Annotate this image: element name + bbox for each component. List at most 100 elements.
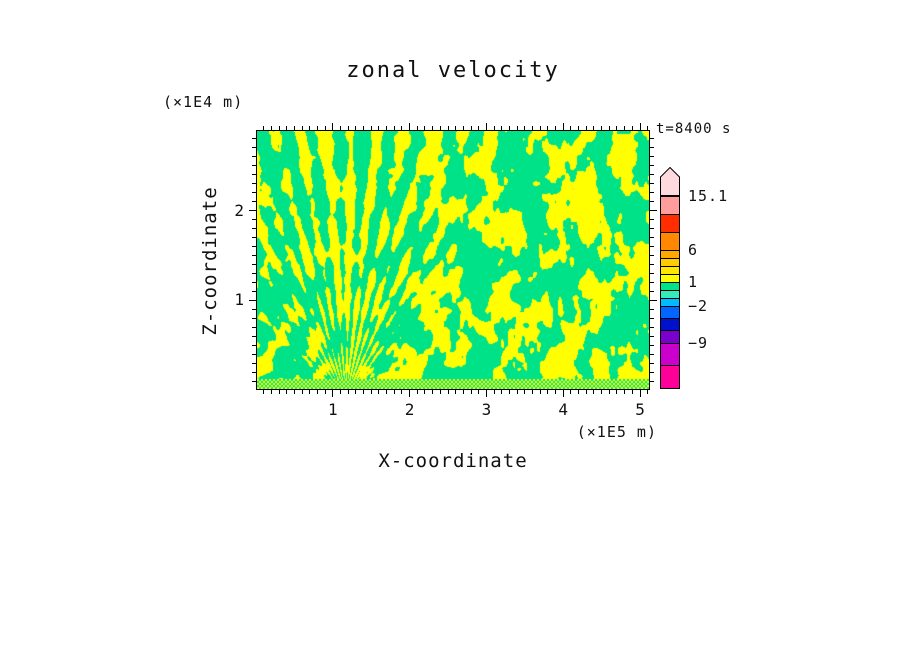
axis-tick — [650, 201, 654, 203]
axis-tick — [252, 147, 256, 149]
axis-tick — [570, 126, 572, 130]
axis-tick — [555, 390, 557, 394]
axis-tick — [650, 308, 654, 310]
axis-tick — [462, 126, 464, 130]
colorbar-segment — [660, 343, 680, 366]
axis-tick — [339, 390, 341, 394]
axis-tick — [508, 126, 510, 130]
axis-tick — [252, 371, 256, 373]
axis-tick — [332, 390, 334, 397]
axis-tick — [278, 390, 280, 394]
axis-tick — [409, 390, 411, 397]
axis-tick — [493, 390, 495, 394]
axis-tick — [516, 390, 518, 394]
y-axis-title: Z-coordinate — [199, 186, 221, 336]
axis-tick — [650, 165, 654, 167]
colorbar-segment — [660, 196, 680, 215]
time-annotation: t=8400 s — [656, 121, 732, 137]
axis-tick — [252, 138, 256, 140]
axis-tick — [650, 147, 654, 149]
axis-tick — [252, 246, 256, 248]
axis-tick — [370, 390, 372, 394]
axis-tick — [252, 317, 256, 319]
colorbar-segments — [660, 196, 680, 389]
axis-tick — [478, 126, 480, 130]
axis-tick — [432, 126, 434, 130]
axis-tick — [252, 156, 256, 158]
axis-tick — [531, 390, 533, 394]
axis-tick — [347, 126, 349, 130]
axis-tick — [601, 390, 603, 394]
colorbar-segment — [660, 365, 680, 389]
axis-tick — [650, 237, 654, 239]
axis-tick — [324, 390, 326, 394]
axis-tick — [378, 390, 380, 394]
axis-tick — [624, 126, 626, 130]
axis-tick — [424, 126, 426, 130]
axis-tick — [470, 390, 472, 394]
axis-tick — [650, 317, 654, 319]
axis-tick — [286, 126, 288, 130]
axis-tick — [309, 126, 311, 130]
axis-tick — [363, 126, 365, 130]
axis-tick — [447, 390, 449, 394]
x-tick-label: 2 — [404, 400, 415, 419]
velocity-field-canvas — [257, 131, 649, 389]
x-tick-label: 3 — [481, 400, 492, 419]
x-tick-label: 5 — [635, 400, 645, 419]
axis-tick — [650, 210, 657, 212]
axis-tick — [252, 255, 256, 257]
axis-tick — [650, 272, 654, 274]
axis-tick — [432, 390, 434, 394]
axis-tick — [386, 390, 388, 394]
axis-tick — [393, 390, 395, 394]
axis-tick — [524, 126, 526, 130]
axis-tick — [650, 219, 654, 221]
axis-tick — [650, 255, 654, 257]
axis-tick — [650, 263, 654, 265]
axis-tick — [424, 390, 426, 394]
axis-tick — [470, 126, 472, 130]
axis-tick — [650, 183, 654, 185]
axis-tick — [650, 335, 654, 337]
axis-tick — [252, 290, 256, 292]
axis-tick — [650, 281, 654, 283]
axis-tick — [252, 219, 256, 221]
axis-tick — [501, 390, 503, 394]
axis-tick — [252, 174, 256, 176]
axis-tick — [263, 126, 265, 130]
axis-tick — [631, 390, 633, 394]
axis-tick — [650, 326, 654, 328]
axis-tick — [252, 183, 256, 185]
axis-tick — [650, 138, 654, 140]
axis-tick — [650, 344, 654, 346]
axis-tick — [650, 380, 654, 382]
axis-tick — [263, 390, 265, 394]
axis-tick — [370, 126, 372, 130]
axis-tick — [650, 353, 654, 355]
axis-tick — [616, 126, 618, 130]
axis-tick — [608, 126, 610, 130]
axis-tick — [593, 390, 595, 394]
axis-tick — [639, 123, 641, 130]
axis-tick — [252, 228, 256, 230]
axis-tick — [278, 126, 280, 130]
axis-tick — [650, 246, 654, 248]
axis-tick — [539, 126, 541, 130]
axis-tick — [252, 380, 256, 382]
colorbar-arrow-tip-icon — [660, 166, 680, 196]
axis-tick — [293, 390, 295, 394]
y-axis-unit-label: (×1E4 m) — [163, 93, 244, 111]
axis-tick — [252, 362, 256, 364]
axis-tick — [462, 390, 464, 394]
axis-tick — [252, 353, 256, 355]
axis-tick — [409, 123, 411, 130]
axis-tick — [439, 126, 441, 130]
axis-tick — [252, 192, 256, 194]
axis-tick — [508, 390, 510, 394]
axis-tick — [252, 344, 256, 346]
colorbar-tick-label: −2 — [688, 297, 709, 315]
axis-tick — [355, 126, 357, 130]
axis-tick — [252, 335, 256, 337]
